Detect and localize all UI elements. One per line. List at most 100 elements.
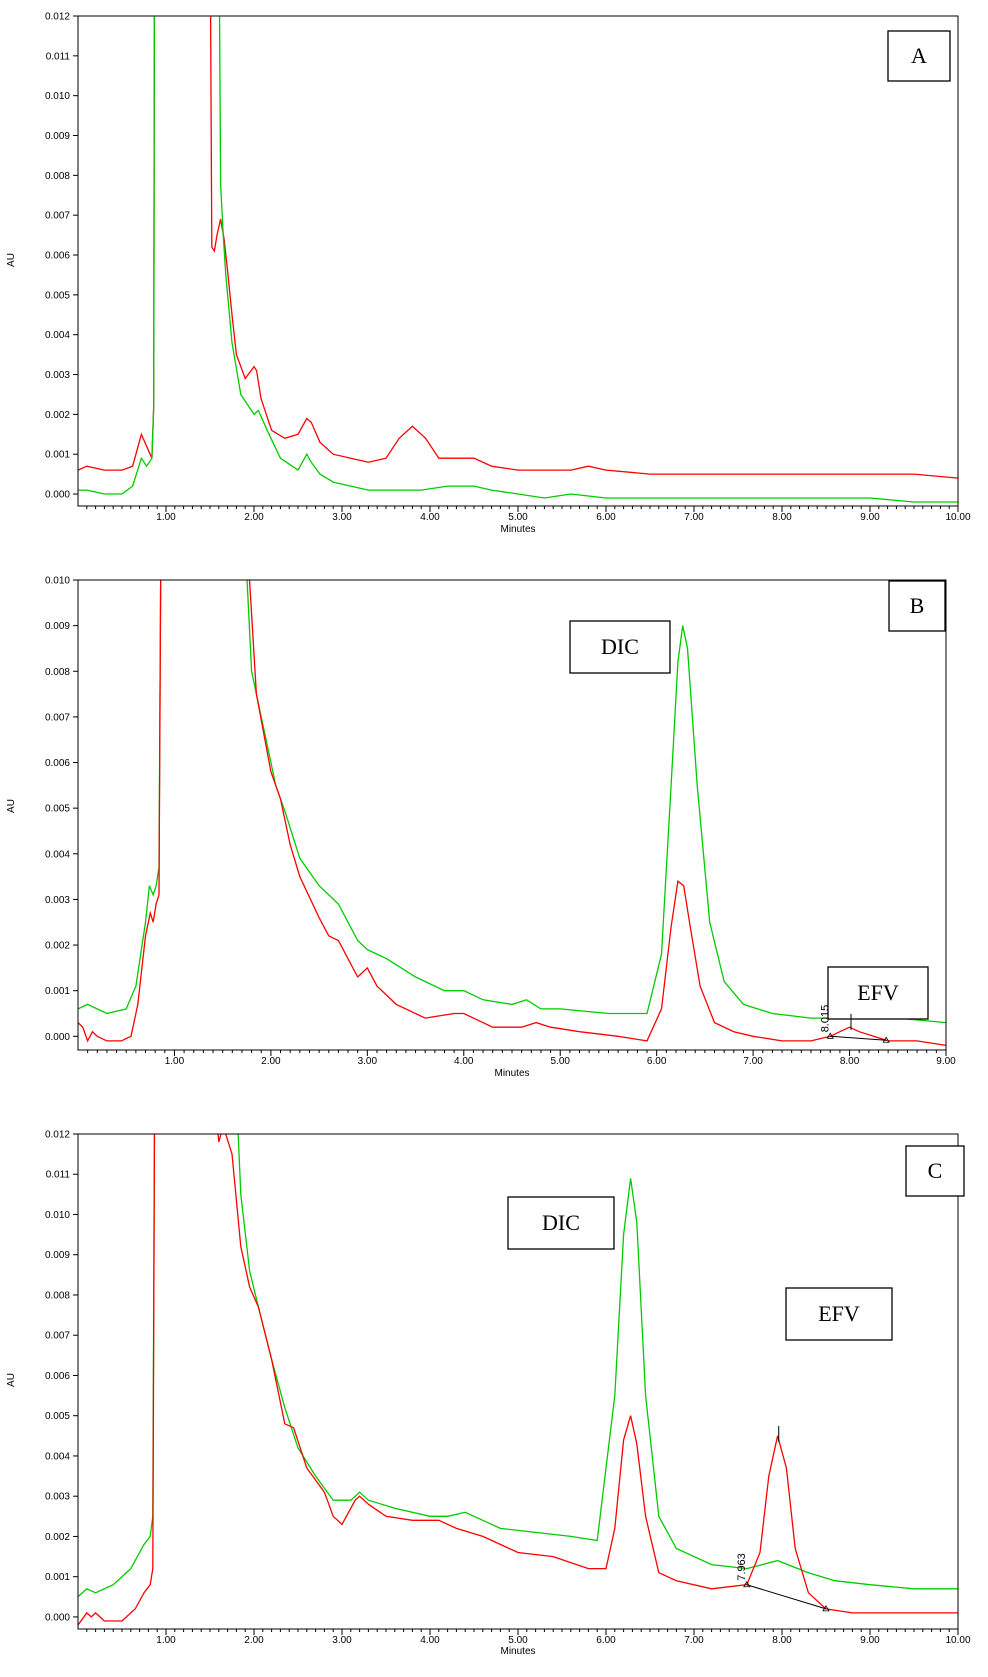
y-axis-label: AU <box>6 799 17 813</box>
x-axis-label: Minutes <box>494 1068 529 1079</box>
integration-baseline <box>830 1035 887 1041</box>
y-tick-label: 0.010 <box>45 1210 70 1221</box>
series-line-1 <box>78 580 946 1024</box>
peak-label: DIC <box>542 1210 580 1235</box>
peak-label: EFV <box>857 980 899 1005</box>
y-tick-label: 0.008 <box>45 667 70 678</box>
panel-letter: C <box>928 1158 943 1183</box>
baseline-marker <box>826 1032 834 1039</box>
y-tick-label: 0.007 <box>45 1331 70 1342</box>
series-line-1 <box>78 16 958 479</box>
x-tick-label: 3.00 <box>332 1635 352 1646</box>
baseline-marker <box>822 1605 830 1612</box>
x-tick-label: 4.00 <box>420 1635 440 1646</box>
y-tick-label: 0.008 <box>45 171 70 182</box>
y-tick-label: 0.001 <box>45 450 70 461</box>
series-line-2 <box>78 580 946 1047</box>
plot-frame <box>77 579 947 1051</box>
plot-frame <box>77 15 959 507</box>
x-tick-label: 4.00 <box>454 1056 474 1067</box>
y-tick-label: 0.005 <box>45 1411 70 1422</box>
y-tick-label: 0.007 <box>45 211 70 222</box>
x-axis-label: Minutes <box>500 1646 535 1657</box>
y-tick-label: 0.003 <box>45 895 70 906</box>
x-tick-label: 3.00 <box>358 1056 378 1067</box>
x-tick-label: 8.00 <box>772 512 792 523</box>
x-tick-label: 1.00 <box>156 512 176 523</box>
y-tick-label: 0.008 <box>45 1290 70 1301</box>
y-tick-label: 0.000 <box>45 490 70 501</box>
panel-letter: B <box>910 593 925 618</box>
x-tick-label: 6.00 <box>596 1635 616 1646</box>
panel-letter: A <box>911 43 927 68</box>
x-tick-label: 2.00 <box>244 1635 264 1646</box>
x-tick-label: 8.00 <box>772 1635 792 1646</box>
y-tick-label: 0.012 <box>45 12 70 23</box>
y-tick-label: 0.010 <box>45 91 70 102</box>
y-tick-label: 0.002 <box>45 941 70 952</box>
y-tick-label: 0.004 <box>45 330 70 341</box>
y-tick-label: 0.006 <box>45 1371 70 1382</box>
y-tick-label: 0.003 <box>45 370 70 381</box>
x-tick-label: 6.00 <box>647 1056 667 1067</box>
series-line-1 <box>78 1134 958 1598</box>
chromatogram-panel-a: 0.000 0.001 0.002 0.003 0.004 0.005 0.006 0.007… <box>6 12 971 536</box>
panel-letter-box: B <box>888 580 946 632</box>
integration-baseline <box>746 1584 827 1610</box>
peak-label-box: DIC <box>569 620 671 674</box>
y-tick-label: 0.005 <box>45 290 70 301</box>
y-tick-label: 0.009 <box>45 621 70 632</box>
y-tick-label: 0.006 <box>45 758 70 769</box>
chromatogram-panel-b: 0.000 0.001 0.002 0.003 0.004 0.005 0.006 0.007… <box>6 576 956 1080</box>
y-tick-label: 0.000 <box>45 1612 70 1623</box>
y-tick-label: 0.009 <box>45 131 70 142</box>
y-tick-label: 0.002 <box>45 410 70 421</box>
y-tick-label: 0.005 <box>45 804 70 815</box>
chromatogram-panel-c: 0.000 0.001 0.002 0.003 0.004 0.005 0.006 0.007… <box>6 1130 971 1658</box>
peak-label-box: EFV <box>827 966 929 1020</box>
baseline-marker <box>882 1036 890 1043</box>
y-tick-label: 0.009 <box>45 1250 70 1261</box>
y-tick-label: 0.011 <box>46 1170 71 1181</box>
y-tick-label: 0.006 <box>45 251 70 262</box>
peak-label: DIC <box>601 634 639 659</box>
baseline-marker <box>743 1580 751 1588</box>
y-tick-label: 0.001 <box>45 986 70 997</box>
x-tick-label: 3.00 <box>332 512 352 523</box>
x-tick-label: 7.00 <box>743 1056 763 1067</box>
x-tick-label: 5.00 <box>508 1635 528 1646</box>
x-tick-label: 10.00 <box>945 512 970 523</box>
panel-letter-box: C <box>905 1145 965 1197</box>
series-line-2 <box>78 16 958 503</box>
x-tick-label: 7.00 <box>684 1635 704 1646</box>
y-tick-label: 0.000 <box>45 1032 70 1043</box>
series-line-2 <box>78 1134 958 1626</box>
x-tick-label: 2.00 <box>261 1056 281 1067</box>
x-tick-label: 8.00 <box>840 1056 860 1067</box>
y-tick-label: 0.001 <box>45 1572 70 1583</box>
x-tick-label: 9.00 <box>860 512 880 523</box>
panel-letter-box: A <box>887 30 951 82</box>
y-axis-label: AU <box>6 1373 17 1387</box>
x-tick-label: 5.00 <box>550 1056 570 1067</box>
y-tick-label: 0.003 <box>45 1492 70 1503</box>
x-tick-label: 1.00 <box>156 1635 176 1646</box>
y-tick-label: 0.011 <box>46 51 71 62</box>
y-tick-label: 0.004 <box>45 849 70 860</box>
x-tick-label: 9.00 <box>936 1056 956 1067</box>
retention-time-label: 8.015 <box>819 1005 831 1033</box>
x-tick-label: 10.00 <box>945 1635 970 1646</box>
peak-label-box: DIC <box>507 1196 615 1250</box>
x-tick-label: 5.00 <box>508 512 528 523</box>
y-axis-label: AU <box>6 253 17 267</box>
y-tick-label: 0.012 <box>45 1130 70 1141</box>
y-tick-label: 0.002 <box>45 1532 70 1543</box>
x-tick-label: 9.00 <box>860 1635 880 1646</box>
peak-label-box: EFV <box>785 1287 893 1341</box>
x-tick-label: 6.00 <box>596 512 616 523</box>
y-tick-label: 0.004 <box>45 1451 70 1462</box>
x-axis-label: Minutes <box>500 524 535 535</box>
x-tick-label: 4.00 <box>420 512 440 523</box>
y-tick-label: 0.007 <box>45 712 70 723</box>
x-tick-label: 2.00 <box>244 512 264 523</box>
